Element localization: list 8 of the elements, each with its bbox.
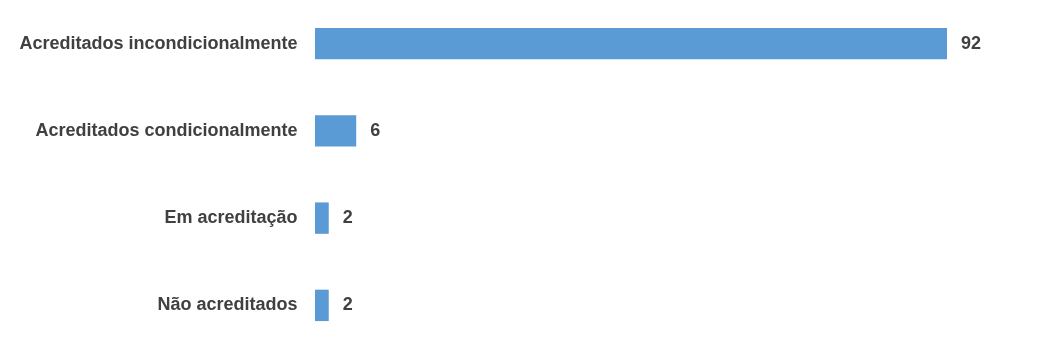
- y-tick-label: Acreditados incondicionalmente: [19, 32, 298, 53]
- data-label: 2: [342, 294, 353, 315]
- data-label: 92: [961, 32, 982, 53]
- y-tick-label: Em acreditação: [164, 207, 298, 228]
- data-label: 6: [370, 119, 381, 140]
- y-tick-label: Acreditados condicionalmente: [35, 119, 298, 140]
- y-tick-label: Não acreditados: [157, 294, 298, 315]
- data-label: 2: [342, 207, 353, 228]
